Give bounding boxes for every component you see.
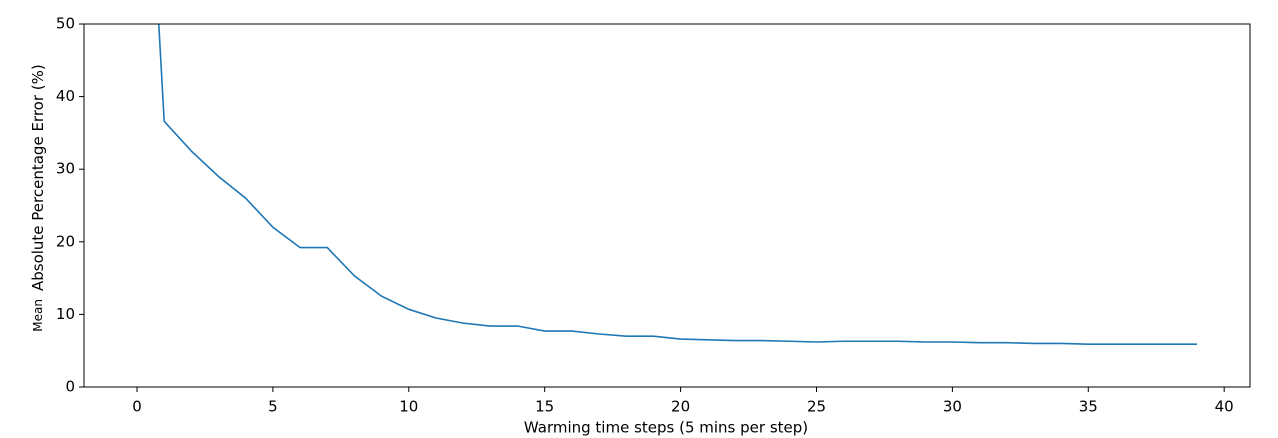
x-tick-label: 5 — [268, 398, 278, 416]
y-axis-label-prefix: Mean — [31, 299, 45, 332]
y-tick-label: 40 — [56, 87, 75, 105]
x-axis-label: Warming time steps (5 mins per step) — [524, 419, 808, 437]
x-tick-label: 40 — [1215, 398, 1234, 416]
x-tick-label: 15 — [535, 398, 554, 416]
line-series — [157, 24, 1197, 345]
x-tick-label: 30 — [943, 398, 962, 416]
y-tick-label: 50 — [56, 15, 75, 33]
x-tick-label: 25 — [807, 398, 826, 416]
x-tick-label: 35 — [1079, 398, 1098, 416]
y-tick-label: 30 — [56, 160, 75, 178]
x-tick-label: 20 — [671, 398, 690, 416]
x-tick-label: 10 — [399, 398, 418, 416]
y-axis-label-main: Absolute Percentage Error (%) — [29, 64, 47, 291]
x-tick-label: 0 — [132, 398, 142, 416]
y-axis-label: Mean Absolute Percentage Error (%) — [29, 64, 47, 331]
plot-frame — [83, 23, 1251, 388]
y-tick-label: 20 — [56, 232, 75, 250]
y-tick-label: 10 — [56, 305, 75, 323]
y-tick-label: 0 — [65, 378, 75, 396]
